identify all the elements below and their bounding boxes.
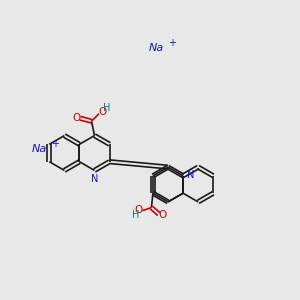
Text: H: H <box>132 210 140 220</box>
Text: O: O <box>98 107 107 117</box>
Text: O: O <box>135 205 143 215</box>
Text: Na: Na <box>32 143 46 154</box>
Text: N: N <box>91 174 98 184</box>
Text: O: O <box>72 112 80 123</box>
Text: +: + <box>169 38 176 49</box>
Text: Na: Na <box>148 43 164 53</box>
Text: O: O <box>159 210 167 220</box>
Text: N: N <box>187 170 194 180</box>
Text: +: + <box>52 139 59 149</box>
Text: H: H <box>103 103 110 113</box>
